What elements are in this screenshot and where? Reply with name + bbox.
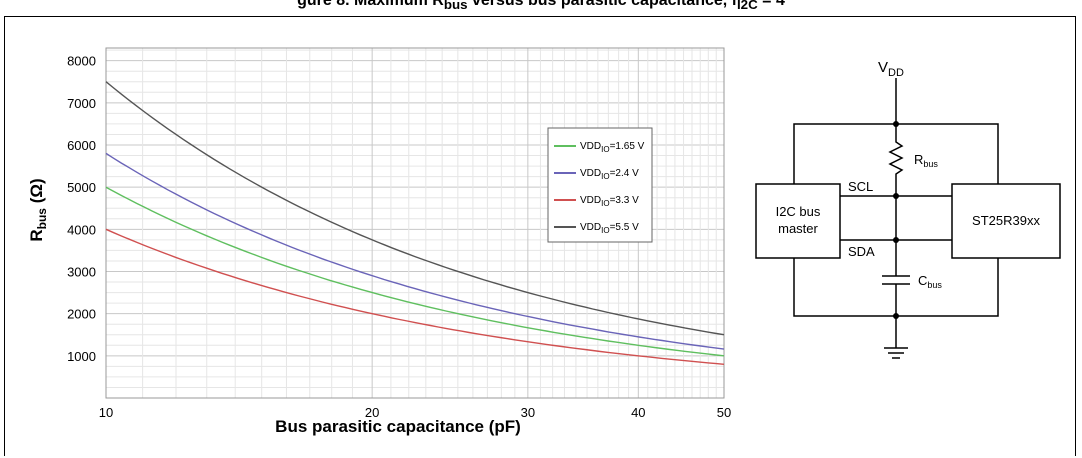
series-line-4: [105, 81, 725, 336]
series-line-1: [105, 186, 725, 357]
master-label-line1: I2C bus: [776, 204, 821, 219]
legend-label-4: VDDIO=5.5 V: [580, 222, 639, 235]
y-tick-label: 7000: [67, 96, 96, 111]
x-tick-label: 20: [365, 405, 379, 420]
circuit-junctions: [893, 121, 899, 319]
y-tick-label: 4000: [67, 222, 96, 237]
legend-label-3: VDDIO=3.3 V: [580, 195, 639, 208]
x-tick-label: 50: [717, 405, 731, 420]
cbus-label: Cbus: [918, 273, 942, 290]
x-tick-labels: 10 20 30 40 50: [99, 405, 731, 420]
junction-bottom: [893, 313, 899, 319]
y-tick-label: 5000: [67, 180, 96, 195]
y-tick-label: 6000: [67, 138, 96, 153]
caption-subscript-2: I2C: [736, 0, 758, 13]
caption-subscript: bus: [443, 0, 468, 13]
figure-caption: gure 8. Maximum Rbus versus bus parasiti…: [0, 0, 1082, 12]
scl-label: SCL: [848, 179, 873, 194]
device-box: [951, 183, 1061, 259]
rbus-resistor: [888, 124, 904, 196]
y-tick-label: 2000: [67, 307, 96, 322]
vdd-label: VDD: [878, 59, 904, 79]
device-label: ST25R39xx: [972, 213, 1040, 228]
y-tick-label: 3000: [67, 264, 96, 279]
y-tick-label: 1000: [67, 349, 96, 364]
x-tick-label: 30: [521, 405, 535, 420]
series-line-2: [105, 152, 725, 350]
plot-area-border: [105, 47, 725, 399]
y-axis-title: Rbus (Ω): [27, 178, 49, 241]
figure-frame: [4, 16, 1076, 456]
master-label-line2: master: [778, 221, 818, 236]
chart-legend: VDDIO=1.65 V VDDIO=2.4 V VDDIO=3.3 V VDDIO=…: [547, 127, 653, 243]
rbus-label: Rbus: [914, 152, 938, 169]
y-tick-labels: 1000 2000 3000 4000 5000 6000 7000 8000: [67, 54, 96, 364]
x-tick-label: 10: [99, 405, 113, 420]
y-tick-label: 8000: [67, 54, 96, 69]
legend-label-2: VDDIO=2.4 V: [580, 168, 639, 181]
series-lines: [105, 81, 725, 365]
sda-label: SDA: [848, 244, 875, 259]
junction-top: [893, 121, 899, 127]
circuit-diagram: [755, 78, 1061, 359]
x-tick-label: 40: [631, 405, 645, 420]
x-axis-title: Bus parasitic capacitance (pF): [275, 417, 521, 436]
junction-scl: [893, 193, 899, 199]
master-box: [755, 183, 841, 259]
junction-sda: [893, 237, 899, 243]
legend-label-1: VDDIO=1.65 V: [580, 141, 645, 154]
series-line-3: [105, 228, 725, 365]
